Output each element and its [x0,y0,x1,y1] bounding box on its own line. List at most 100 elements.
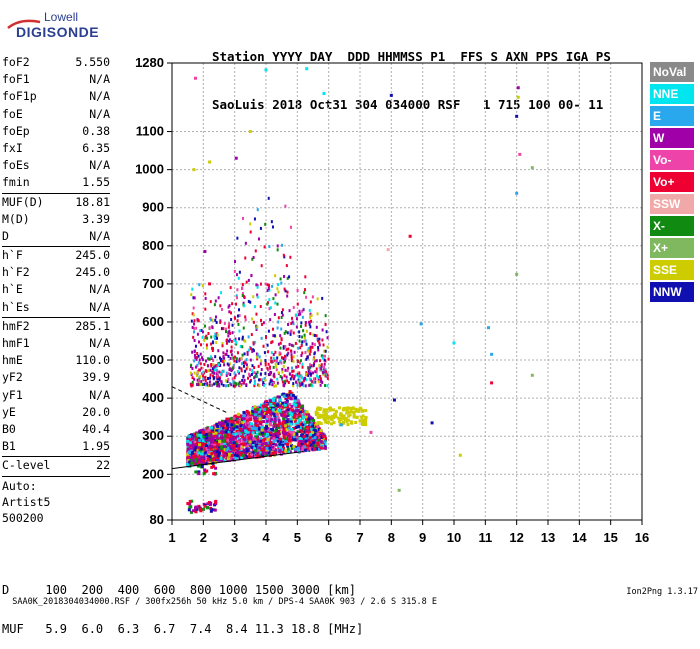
data-point [304,350,307,354]
data-point [196,355,199,359]
data-point [265,432,269,436]
data-point [269,402,273,406]
data-point [225,353,228,357]
data-point [255,406,259,410]
isolated-point [194,76,197,80]
param-row: foEp 0.38 [2,124,110,141]
data-point [299,422,303,426]
data-point [209,501,213,505]
data-point [318,337,321,341]
data-point [321,328,324,332]
data-point [301,340,304,344]
header-line2: SaoLuis 2018 Oct31 304 034000 RSF 1 715 … [212,97,604,112]
data-point [225,452,229,456]
data-point [361,420,365,424]
data-point [253,442,257,446]
data-point [191,312,194,316]
data-point [247,376,250,380]
data-point [229,286,232,290]
data-point [191,376,194,380]
data-point [301,446,305,450]
data-point [213,382,216,386]
data-point [273,358,276,362]
data-point [251,439,255,443]
data-point [272,402,276,406]
digisonde-logo: Lowell DIGISONDE [6,10,106,44]
data-point [304,428,308,432]
data-point [229,373,232,377]
data-point [219,458,223,462]
data-point [252,426,256,430]
data-point [242,374,245,378]
data-point [308,372,311,376]
data-point [218,356,221,360]
data-point [280,311,283,315]
data-point [273,414,277,418]
data-point [255,328,258,332]
data-point [272,397,276,401]
data-point [287,351,290,355]
data-point [290,427,294,431]
data-point [286,442,290,446]
data-point [244,241,247,245]
data-point [267,451,271,455]
data-point [241,335,244,339]
data-point [265,335,268,339]
data-point [216,377,219,381]
data-point [304,288,307,292]
data-point [207,441,211,445]
data-point [317,378,320,382]
data-point [190,319,193,323]
data-point [186,462,190,466]
data-point [252,450,256,454]
data-point [253,371,256,375]
data-point [239,451,243,455]
data-point [269,306,272,310]
isolated-point [386,248,390,252]
data-point [264,378,267,382]
data-point [282,436,286,440]
data-point [282,413,286,417]
data-point [290,321,293,325]
param-row: yF1 N/A [2,388,110,405]
data-point [199,447,203,451]
data-point [210,356,213,360]
data-point [298,410,302,414]
data-point [303,448,307,452]
data-point [294,407,298,411]
data-point [208,326,211,330]
data-point [271,419,275,423]
data-point [316,445,320,449]
data-point [209,458,213,462]
data-point [354,420,358,424]
data-point [232,446,236,450]
data-point [199,435,203,439]
data-point [217,349,220,353]
data-point [199,362,202,366]
data-point [300,321,303,325]
data-point [253,419,257,423]
data-point [301,404,305,408]
data-point [229,441,233,445]
data-point [214,500,218,504]
parameter-panel: foF2 5.550 foF1 N/A foF1p N/A foE N/A foEp 0.38 fx… [2,55,110,478]
data-point [204,378,207,382]
data-point [322,435,326,439]
data-point [188,500,192,504]
data-point [246,352,249,356]
data-point [268,410,272,414]
data-point [303,422,307,426]
data-point [244,256,247,260]
data-point [234,316,237,320]
data-point [246,432,250,436]
data-point [250,274,253,278]
data-point [221,431,225,435]
data-point [209,373,212,377]
data-point [288,439,292,443]
data-point [302,411,306,415]
data-point [196,378,199,382]
data-point [296,421,300,425]
data-point [194,344,197,348]
data-point [281,443,285,447]
data-point [257,378,260,382]
